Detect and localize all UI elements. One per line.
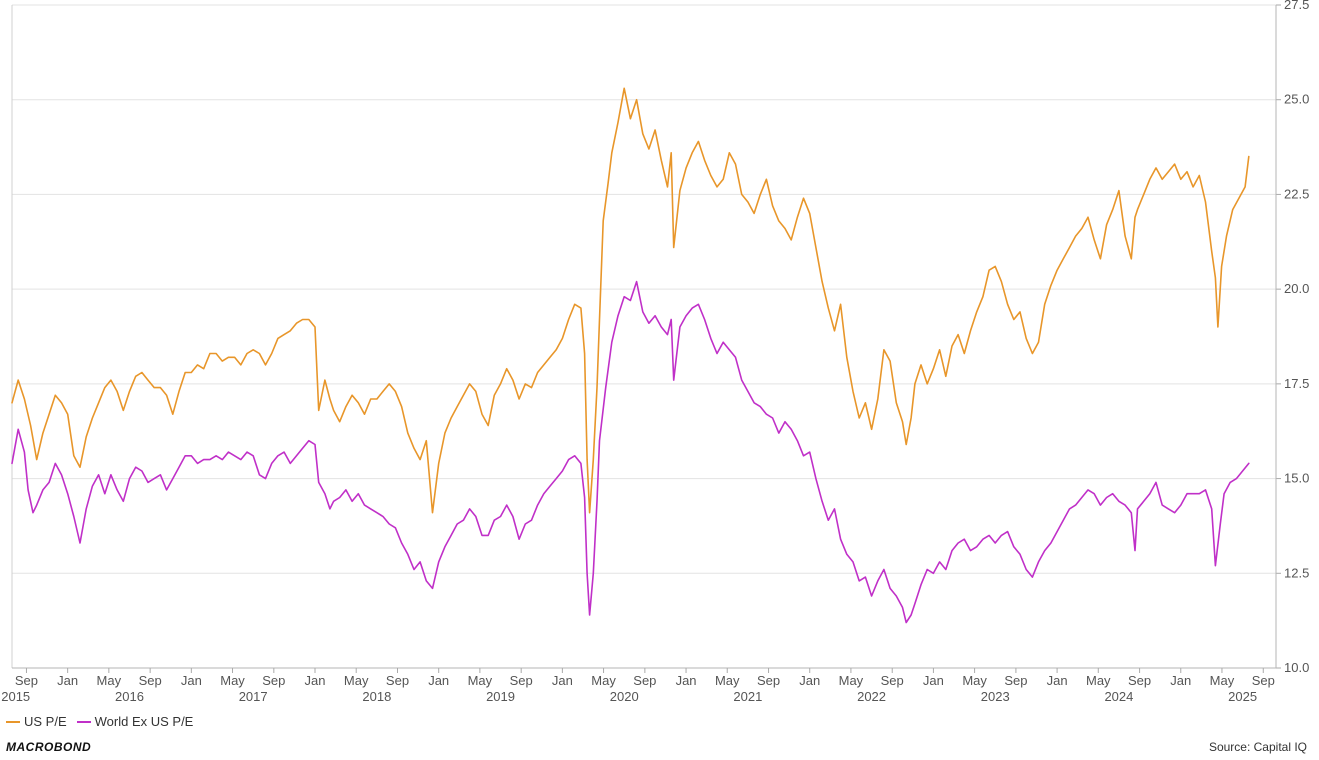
x-tick-label: Sep — [15, 673, 38, 688]
x-tick-label: May — [962, 673, 987, 688]
y-tick-label: 10.0 — [1284, 660, 1309, 675]
series-lines — [11, 87, 1250, 624]
x-axis: Sep Jan May Sep Jan May Sep Jan May Sep Jan May Sep J… — [1, 667, 1276, 704]
legend-swatch-us-pe — [6, 720, 20, 723]
x-year-label: 2024 — [1104, 689, 1133, 704]
series-line-world-ex-us-pe — [11, 280, 1250, 624]
x-tick-label: Sep — [1004, 673, 1027, 688]
x-year-label: 2020 — [610, 689, 639, 704]
y-axis: 10.0 12.5 15.0 17.5 20.0 22.5 25.0 27.5 — [1275, 0, 1309, 675]
gridlines — [11, 4, 1276, 669]
x-tick-label: Sep — [757, 673, 780, 688]
y-tick-label: 22.5 — [1284, 186, 1309, 201]
x-tick-label: Jan — [57, 673, 78, 688]
x-year-label: 2022 — [857, 689, 886, 704]
x-tick-label: May — [591, 673, 616, 688]
legend: US P/E World Ex US P/E — [6, 714, 203, 729]
x-tick-label: Sep — [510, 673, 533, 688]
x-tick-label: May — [715, 673, 740, 688]
x-tick-label: Sep — [881, 673, 904, 688]
pe-ratio-chart: 10.0 12.5 15.0 17.5 20.0 22.5 25.0 27.5 Sep Jan M… — [1, 0, 1309, 704]
legend-item-world-ex-us-pe: World Ex US P/E — [76, 714, 194, 729]
x-year-label: 2016 — [115, 689, 144, 704]
x-tick-label: May — [1086, 673, 1111, 688]
x-tick-label: Sep — [1252, 673, 1275, 688]
x-year-label: 2018 — [362, 689, 391, 704]
x-tick-label: Sep — [386, 673, 409, 688]
x-tick-label: Jan — [923, 673, 944, 688]
x-tick-label: Jan — [305, 673, 326, 688]
x-year-label: 2025 — [1228, 689, 1257, 704]
x-year-label: 2021 — [733, 689, 762, 704]
x-year-label: 2017 — [239, 689, 268, 704]
x-tick-label: Jan — [799, 673, 820, 688]
source-note: Source: Capital IQ — [1208, 740, 1307, 754]
x-tick-label: Sep — [633, 673, 656, 688]
x-tick-label: Sep — [139, 673, 162, 688]
x-tick-label: May — [344, 673, 369, 688]
x-tick-label: Jan — [1170, 673, 1191, 688]
y-tick-label: 27.5 — [1284, 0, 1309, 12]
x-tick-label: May — [839, 673, 864, 688]
x-tick-label: May — [1210, 673, 1235, 688]
y-tick-label: 25.0 — [1284, 92, 1309, 107]
x-year-label: 2023 — [981, 689, 1010, 704]
x-tick-label: Jan — [552, 673, 573, 688]
y-tick-label: 17.5 — [1284, 376, 1309, 391]
x-tick-label: Jan — [1047, 673, 1068, 688]
x-tick-label: Jan — [181, 673, 202, 688]
series-line-us-pe — [11, 87, 1250, 514]
x-year-label: 2015 — [1, 689, 30, 704]
y-tick-label: 12.5 — [1284, 565, 1309, 580]
x-tick-label: Jan — [676, 673, 697, 688]
legend-item-us-pe: US P/E — [6, 714, 67, 729]
x-tick-label: May — [97, 673, 122, 688]
y-tick-label: 15.0 — [1284, 471, 1309, 486]
x-year-label: 2019 — [486, 689, 515, 704]
y-tick-label: 20.0 — [1284, 281, 1309, 296]
legend-label-us-pe: US P/E — [24, 714, 67, 729]
x-tick-label: May — [220, 673, 245, 688]
legend-label-world-ex-us-pe: World Ex US P/E — [94, 714, 194, 729]
x-tick-label: Jan — [428, 673, 449, 688]
x-tick-label: May — [468, 673, 493, 688]
macrobond-logo: MACROBOND — [6, 740, 92, 754]
x-tick-label: Sep — [1128, 673, 1151, 688]
x-tick-label: Sep — [262, 673, 285, 688]
legend-swatch-world-ex-us-pe — [76, 720, 91, 723]
